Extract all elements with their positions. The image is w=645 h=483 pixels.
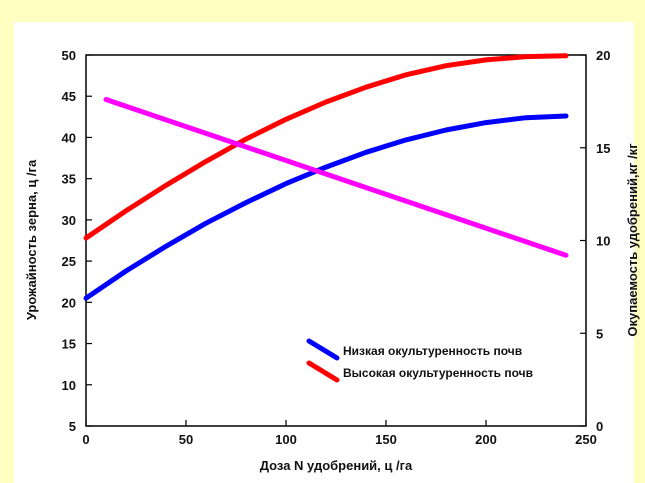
- legend-swatch-2: [306, 360, 340, 383]
- legend-swatch-1: [306, 338, 340, 361]
- x-tick-label: 200: [475, 432, 497, 447]
- series-line-2: [83, 53, 569, 241]
- y-tick-label-left: 40: [62, 130, 76, 145]
- x-tick-label: 150: [375, 432, 397, 447]
- series-line-3: [103, 97, 569, 258]
- y-tick-label-right: 15: [596, 141, 610, 156]
- legend: Низкая окультуренность почв Высокая окуль…: [306, 338, 533, 383]
- y-tick-label-left: 50: [62, 48, 76, 63]
- axes-ticks: 0 50 100 150 200 2505101520253035404550051015…: [62, 48, 611, 447]
- y-tick-label-left: 15: [62, 337, 76, 352]
- x-tick-label: 50: [179, 432, 193, 447]
- y-axis-title-right: Окупаемость удобрений,кг /кг: [625, 143, 640, 337]
- y-tick-label-right: 20: [596, 48, 610, 63]
- y-tick-label-right: 10: [596, 234, 610, 249]
- y-axis-title-left: Урожайность зерна, ц /га: [24, 159, 39, 320]
- x-tick-label: 100: [275, 432, 297, 447]
- chart-panel: [14, 22, 634, 483]
- y-tick-label-right: 5: [596, 326, 603, 341]
- series-line-1: [83, 113, 569, 301]
- y-tick-label-left: 10: [62, 378, 76, 393]
- y-tick-label-left: 35: [62, 172, 76, 187]
- y-tick-label-left: 30: [62, 213, 76, 228]
- y-tick-label-left: 20: [62, 295, 76, 310]
- y-tick-label-left: 5: [69, 419, 76, 434]
- y-tick-label-left: 25: [62, 254, 76, 269]
- x-tick-label: 250: [575, 432, 597, 447]
- legend-label-1: Низкая окультуренность почв: [343, 344, 522, 358]
- x-axis-title: Доза N удобрений, ц /га: [260, 458, 413, 473]
- y-tick-label-left: 45: [62, 89, 76, 104]
- x-tick-label: 0: [82, 432, 89, 447]
- series-lines: [83, 53, 569, 301]
- y-tick-label-right: 0: [596, 419, 603, 434]
- legend-label-2: Высокая окультуренность почв: [343, 366, 533, 380]
